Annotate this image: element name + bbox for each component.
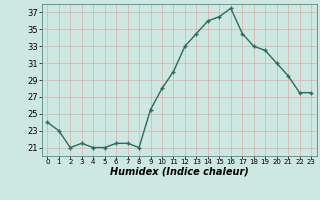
X-axis label: Humidex (Indice chaleur): Humidex (Indice chaleur) (110, 167, 249, 177)
